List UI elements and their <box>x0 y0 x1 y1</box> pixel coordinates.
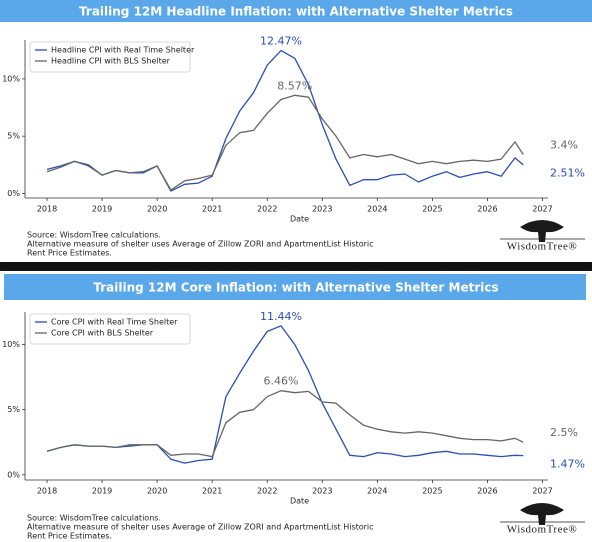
x-tick-label: 2021 <box>202 205 222 214</box>
peak-annotation: 11.44% <box>260 310 302 323</box>
footnote: Alternative measure of shelter uses Aver… <box>27 523 374 532</box>
logo: WisdomTree® <box>500 220 585 253</box>
title-bar <box>4 274 586 300</box>
separator <box>0 262 592 271</box>
end-annotation: 1.47% <box>550 458 585 471</box>
x-tick-label: 2023 <box>312 487 332 496</box>
footnote: Rent Price Estimates. <box>27 249 112 258</box>
x-tick-label: 2019 <box>92 487 112 496</box>
y-tick-label: 0% <box>7 470 20 479</box>
x-tick-label: 2025 <box>422 205 442 214</box>
footnote: Alternative measure of shelter uses Aver… <box>27 240 374 249</box>
x-tick-label: 2019 <box>92 205 112 214</box>
footnote: Source: WisdomTree calculations. <box>27 514 161 523</box>
x-tick-label: 2026 <box>477 205 497 214</box>
logo: WisdomTree® <box>500 503 585 536</box>
x-tick-label: 2027 <box>532 487 552 496</box>
end-annotation: 3.4% <box>550 138 578 151</box>
peak-annotation: 6.46% <box>264 375 299 388</box>
legend-box <box>29 313 191 345</box>
logo-text: WisdomTree® <box>507 524 577 536</box>
x-tick-label: 2024 <box>367 487 387 496</box>
series-line <box>46 390 524 458</box>
x-tick-label: 2020 <box>147 487 167 496</box>
x-tick-label: 2025 <box>422 487 442 496</box>
logo-tree <box>520 503 564 525</box>
x-tick-label: 2022 <box>257 487 277 496</box>
x-axis-label: Date <box>290 497 309 506</box>
legend-label: Core CPI with BLS Shelter <box>51 329 154 338</box>
y-tick-label: 0% <box>7 189 20 198</box>
x-tick-label: 2022 <box>257 205 277 214</box>
title-bar <box>0 0 592 22</box>
legend-label: Core CPI with Real Time Shelter <box>51 318 178 327</box>
legend-label: Headline CPI with BLS Shelter <box>51 57 171 66</box>
series-line <box>46 94 524 191</box>
x-axis-label: Date <box>290 215 309 224</box>
peak-annotation: 12.47% <box>260 35 302 48</box>
x-tick-label: 2024 <box>367 205 387 214</box>
y-tick-label: 5% <box>7 132 20 141</box>
end-annotation: 2.5% <box>550 426 578 439</box>
x-tick-label: 2021 <box>202 487 222 496</box>
logo-tree <box>520 220 564 242</box>
x-tick-label: 2018 <box>37 205 57 214</box>
y-tick-label: 5% <box>7 405 20 414</box>
logo-text: WisdomTree® <box>507 241 577 253</box>
x-tick-label: 2018 <box>37 487 57 496</box>
y-tick-label: 10% <box>2 74 20 83</box>
x-tick-label: 2020 <box>147 205 167 214</box>
x-tick-label: 2027 <box>532 205 552 214</box>
chart-title: Trailing 12M Core Inflation: with Altern… <box>93 281 498 295</box>
footnote: Source: WisdomTree calculations. <box>27 231 161 240</box>
end-annotation: 2.51% <box>550 167 585 180</box>
series-line <box>46 325 524 464</box>
x-tick-label: 2026 <box>477 487 497 496</box>
footnote: Rent Price Estimates. <box>27 532 112 541</box>
y-tick-label: 10% <box>2 340 20 349</box>
x-tick-label: 2023 <box>312 205 332 214</box>
chart-title: Trailing 12M Headline Inflation: with Al… <box>79 5 513 19</box>
legend-label: Headline CPI with Real Time Shelter <box>51 46 195 55</box>
legend-box <box>29 41 191 73</box>
peak-annotation: 8.57% <box>277 79 312 92</box>
